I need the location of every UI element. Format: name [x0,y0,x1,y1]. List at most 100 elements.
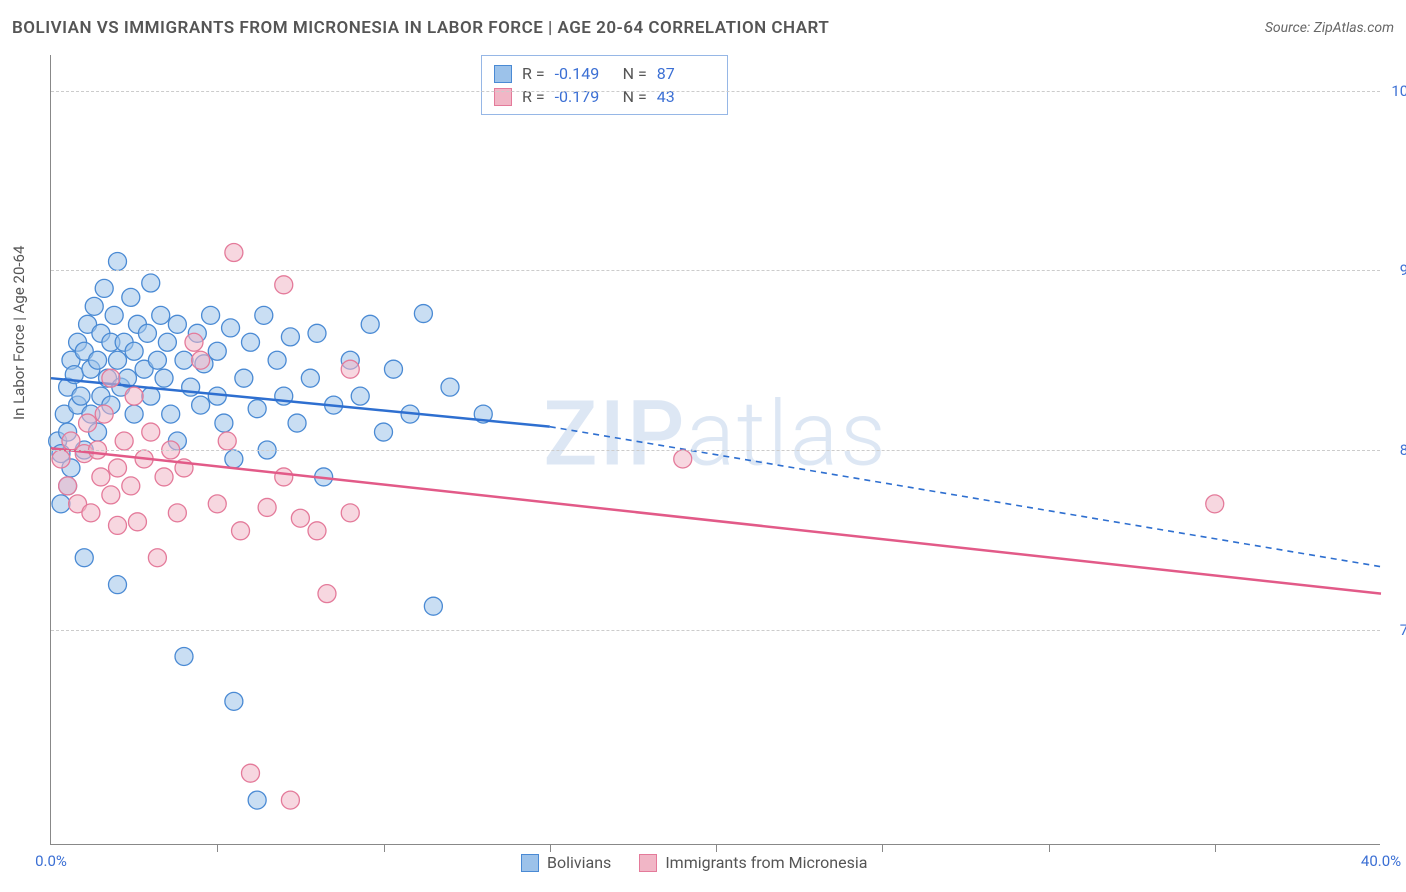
point-micronesia [275,276,293,294]
x-tick-minor [217,844,218,852]
point-micronesia [192,351,210,369]
y-tick-label: 80.0% [1400,441,1406,459]
point-bolivians [72,387,90,405]
point-bolivians [89,351,107,369]
point-micronesia [341,504,359,522]
point-bolivians [268,351,286,369]
point-micronesia [185,333,203,351]
point-bolivians [301,369,319,387]
point-micronesia [95,405,113,423]
point-bolivians [75,549,93,567]
y-axis-label: In Labor Force | Age 20-64 [10,246,28,420]
point-bolivians [109,576,127,594]
legend-swatch-bolivians [521,854,539,872]
point-micronesia [142,423,160,441]
point-bolivians [109,351,127,369]
point-bolivians [175,351,193,369]
point-bolivians [142,387,160,405]
point-micronesia [109,459,127,477]
point-micronesia [318,585,336,603]
point-bolivians [225,692,243,710]
point-bolivians [235,369,253,387]
y-tick-label: 70.0% [1400,621,1406,639]
x-tick-label: 40.0% [1361,852,1401,870]
point-bolivians [162,405,180,423]
point-micronesia [218,432,236,450]
point-micronesia [102,486,120,504]
point-micronesia [59,477,77,495]
point-bolivians [414,305,432,323]
point-micronesia [155,468,173,486]
x-tick-label: 0.0% [35,852,67,870]
point-bolivians [208,342,226,360]
point-micronesia [291,509,309,527]
point-micronesia [1206,495,1224,513]
point-micronesia [52,450,70,468]
point-bolivians [125,405,143,423]
point-micronesia [122,477,140,495]
plot-area: ZIPatlas R = -0.149 N = 87 R = -0.179 N … [50,55,1380,845]
point-bolivians [308,324,326,342]
y-tick-label: 90.0% [1400,261,1406,279]
x-tick-minor [1049,844,1050,852]
x-tick-minor [1215,844,1216,852]
point-micronesia [232,522,250,540]
gridline [51,630,1380,631]
point-micronesia [674,450,692,468]
point-bolivians [155,369,173,387]
point-bolivians [148,351,166,369]
x-tick-minor [882,844,883,852]
point-bolivians [152,306,170,324]
point-micronesia [308,522,326,540]
point-micronesia [225,244,243,262]
point-micronesia [115,432,133,450]
point-micronesia [82,504,100,522]
point-bolivians [202,306,220,324]
point-bolivians [441,378,459,396]
gridline [51,450,1380,451]
point-micronesia [281,791,299,809]
point-bolivians [384,360,402,378]
point-bolivians [85,297,103,315]
point-bolivians [248,400,266,418]
point-bolivians [52,495,70,513]
point-micronesia [79,414,97,432]
legend-swatch-micronesia [639,854,657,872]
point-bolivians [281,328,299,346]
point-micronesia [102,369,120,387]
point-micronesia [168,504,186,522]
trend-ext-bolivians [550,427,1381,567]
point-bolivians [175,647,193,665]
point-bolivians [215,414,233,432]
point-bolivians [168,315,186,333]
point-bolivians [125,342,143,360]
point-micronesia [128,513,146,531]
gridline [51,91,1380,92]
point-micronesia [109,516,127,534]
point-bolivians [122,288,140,306]
point-micronesia [258,498,276,516]
point-micronesia [92,468,110,486]
point-bolivians [222,319,240,337]
point-bolivians [375,423,393,441]
legend-label-micronesia: Immigrants from Micronesia [665,853,867,872]
point-bolivians [192,396,210,414]
point-bolivians [361,315,379,333]
point-micronesia [341,360,359,378]
point-bolivians [95,279,113,297]
point-micronesia [208,495,226,513]
gridline [51,270,1380,271]
chart-title: BOLIVIAN VS IMMIGRANTS FROM MICRONESIA I… [12,18,829,38]
legend-item-micronesia: Immigrants from Micronesia [639,853,867,872]
point-micronesia [125,387,143,405]
point-micronesia [275,468,293,486]
point-bolivians [248,791,266,809]
point-bolivians [109,252,127,270]
point-bolivians [242,333,260,351]
y-tick-label: 100.0% [1391,82,1406,100]
point-bolivians [158,333,176,351]
point-bolivians [288,414,306,432]
point-micronesia [242,764,260,782]
point-bolivians [424,597,442,615]
point-bolivians [351,387,369,405]
